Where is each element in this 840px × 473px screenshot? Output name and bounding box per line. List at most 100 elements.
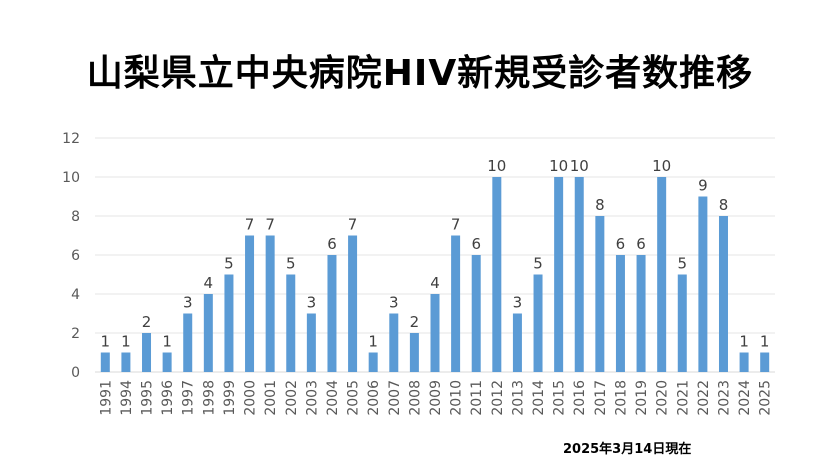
- x-tick-label: 2011: [469, 380, 485, 416]
- bar: [615, 255, 625, 372]
- x-tick-label: 2023: [716, 380, 732, 416]
- bar: [224, 274, 234, 372]
- bar: [142, 333, 152, 372]
- data-label: 6: [327, 235, 337, 253]
- x-tick-label: 1997: [181, 380, 197, 416]
- x-tick-label: 2025: [758, 380, 774, 416]
- x-tick-label: 2017: [593, 380, 609, 416]
- data-label: 3: [389, 294, 399, 312]
- data-label: 1: [760, 333, 770, 351]
- data-label: 1: [162, 333, 172, 351]
- data-label: 2: [142, 313, 152, 331]
- data-label: 5: [677, 255, 687, 273]
- data-label: 5: [286, 255, 296, 273]
- x-tick-label: 2001: [263, 380, 279, 416]
- bar: [389, 313, 399, 372]
- x-tick-label: 2006: [366, 380, 382, 416]
- bar: [636, 255, 646, 372]
- bar: [657, 177, 667, 372]
- bar: [739, 352, 749, 372]
- y-tick-label: 12: [62, 131, 80, 147]
- x-tick-label: 2019: [634, 380, 650, 416]
- bar: [471, 255, 481, 372]
- bar: [368, 352, 378, 372]
- x-tick-label: 1996: [160, 380, 176, 416]
- x-tick-label: 2014: [531, 380, 547, 416]
- x-tick-label: 2021: [675, 380, 691, 416]
- bar: [718, 216, 728, 372]
- x-tick-label: 2015: [552, 380, 568, 416]
- bar: [409, 333, 419, 372]
- y-tick-label: 0: [71, 365, 80, 381]
- bar: [306, 313, 316, 372]
- x-tick-label: 2002: [284, 380, 300, 416]
- chart-title: 山梨県立中央病院HIV新規受診者数推移: [86, 53, 754, 94]
- x-tick-label: 1991: [98, 380, 114, 416]
- data-label: 1: [121, 333, 131, 351]
- bar: [121, 352, 131, 372]
- bar: [574, 177, 584, 372]
- x-tick-label: 1995: [140, 380, 156, 416]
- x-tick-label: 2008: [407, 380, 423, 416]
- data-label: 10: [487, 157, 506, 175]
- data-label: 1: [739, 333, 749, 351]
- bar: [245, 235, 255, 372]
- data-label: 10: [549, 157, 568, 175]
- data-label: 1: [101, 333, 111, 351]
- data-label: 7: [451, 216, 461, 234]
- y-tick-label: 2: [71, 326, 80, 342]
- y-tick-label: 8: [71, 209, 80, 225]
- data-label: 6: [636, 235, 646, 253]
- data-label: 8: [719, 196, 729, 214]
- bar: [451, 235, 461, 372]
- x-tick-label: 2000: [243, 380, 259, 416]
- data-label: 1: [368, 333, 378, 351]
- bar: [348, 235, 358, 372]
- bar: [554, 177, 564, 372]
- bar: [183, 313, 193, 372]
- data-label: 6: [471, 235, 481, 253]
- y-tick-label: 10: [62, 170, 80, 186]
- x-tick-label: 2018: [613, 380, 629, 416]
- x-tick-label: 1999: [222, 380, 238, 416]
- data-label: 10: [570, 157, 589, 175]
- bar: [430, 294, 440, 372]
- y-tick-label: 4: [71, 287, 80, 303]
- data-label: 9: [698, 177, 708, 195]
- y-tick-label: 6: [71, 248, 80, 264]
- x-tick-label: 2016: [572, 380, 588, 416]
- bar: [492, 177, 502, 372]
- data-label: 3: [183, 294, 193, 312]
- bar: [100, 352, 110, 372]
- x-tick-label: 2009: [428, 380, 444, 416]
- x-tick-label: 2022: [696, 380, 712, 416]
- bar: [327, 255, 337, 372]
- x-tick-label: 2004: [325, 380, 341, 416]
- x-tick-label: 1998: [201, 380, 217, 416]
- x-tick-label: 2024: [737, 380, 753, 416]
- x-tick-label: 2013: [510, 380, 526, 416]
- data-label: 8: [595, 196, 605, 214]
- bar: [286, 274, 296, 372]
- data-label: 7: [265, 216, 275, 234]
- data-label: 5: [533, 255, 543, 273]
- data-label: 4: [204, 274, 214, 292]
- data-label: 5: [224, 255, 234, 273]
- x-tick-label: 2010: [449, 380, 465, 416]
- as-of-date-note: 2025年3月14日現在: [563, 442, 692, 457]
- data-label: 7: [348, 216, 358, 234]
- bar: [203, 294, 213, 372]
- bar: [512, 313, 522, 372]
- bar: [760, 352, 770, 372]
- data-label: 3: [513, 294, 523, 312]
- x-tick-label: 2005: [346, 380, 362, 416]
- data-label: 3: [307, 294, 317, 312]
- bar: [698, 196, 708, 372]
- data-label: 10: [652, 157, 671, 175]
- bar: [595, 216, 605, 372]
- data-label: 6: [616, 235, 626, 253]
- x-tick-label: 1994: [119, 380, 135, 416]
- bar: [677, 274, 687, 372]
- x-tick-label: 2012: [490, 380, 506, 416]
- x-tick-label: 2007: [387, 380, 403, 416]
